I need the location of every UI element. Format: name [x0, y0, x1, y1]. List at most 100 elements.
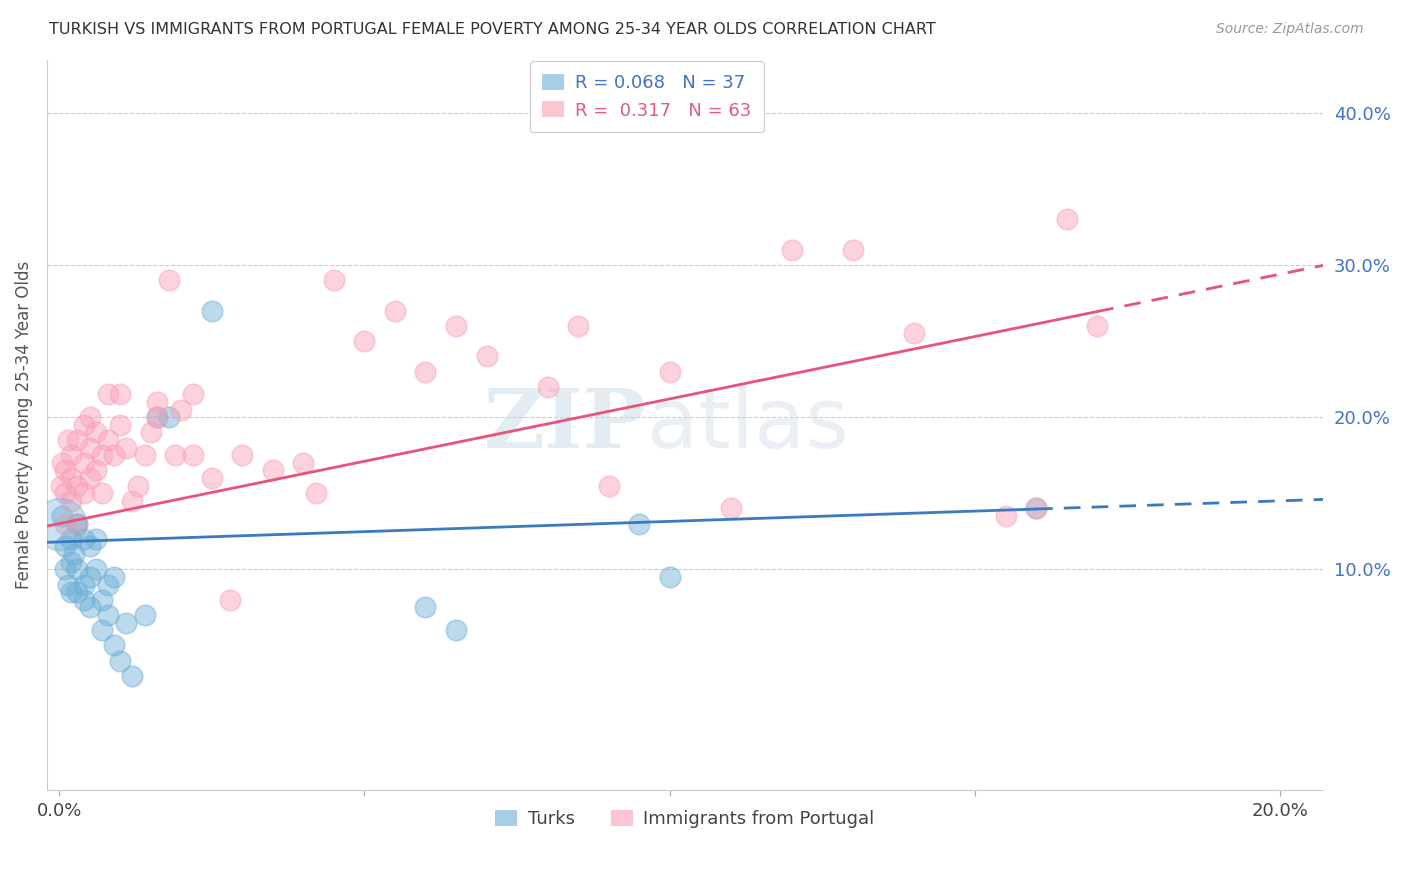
Point	[72, 486, 94, 500]
Point	[170, 402, 193, 417]
Point	[108, 654, 131, 668]
Point	[60, 448, 83, 462]
Point	[1056, 212, 1078, 227]
Text: ZIP: ZIP	[484, 384, 647, 465]
Point	[53, 516, 76, 531]
Point	[1025, 501, 1047, 516]
Point	[103, 639, 125, 653]
Point	[72, 592, 94, 607]
Point	[134, 607, 156, 622]
Point	[183, 387, 205, 401]
Point	[97, 607, 120, 622]
Point	[53, 463, 76, 477]
Point	[353, 334, 375, 348]
Point	[53, 562, 76, 576]
Point	[66, 433, 89, 447]
Point	[219, 592, 242, 607]
Point	[58, 433, 80, 447]
Point	[84, 463, 107, 477]
Point	[231, 448, 253, 462]
Point	[121, 493, 143, 508]
Point	[780, 243, 803, 257]
Point	[567, 318, 589, 333]
Point	[444, 623, 467, 637]
Point	[79, 540, 101, 554]
Point	[146, 395, 169, 409]
Point	[66, 478, 89, 492]
Point	[1025, 501, 1047, 516]
Point	[90, 486, 112, 500]
Point	[79, 441, 101, 455]
Point	[63, 547, 86, 561]
Point	[90, 592, 112, 607]
Point	[84, 532, 107, 546]
Point	[292, 456, 315, 470]
Point	[598, 478, 620, 492]
Point	[183, 448, 205, 462]
Point	[79, 570, 101, 584]
Point	[53, 486, 76, 500]
Point	[60, 585, 83, 599]
Point	[157, 273, 180, 287]
Point	[90, 623, 112, 637]
Point	[97, 433, 120, 447]
Point	[115, 441, 138, 455]
Point	[108, 417, 131, 432]
Point	[322, 273, 344, 287]
Text: Source: ZipAtlas.com: Source: ZipAtlas.com	[1216, 22, 1364, 37]
Point	[842, 243, 865, 257]
Point	[475, 349, 498, 363]
Point	[72, 577, 94, 591]
Point	[66, 516, 89, 531]
Point	[66, 585, 89, 599]
Point	[139, 425, 162, 440]
Point	[115, 615, 138, 630]
Point	[262, 463, 284, 477]
Point	[66, 562, 89, 576]
Point	[84, 425, 107, 440]
Legend: Turks, Immigrants from Portugal: Turks, Immigrants from Portugal	[488, 803, 882, 836]
Point	[60, 471, 83, 485]
Point	[108, 387, 131, 401]
Point	[994, 509, 1017, 524]
Point	[165, 448, 187, 462]
Text: atlas: atlas	[647, 384, 848, 466]
Point	[444, 318, 467, 333]
Point	[121, 669, 143, 683]
Point	[536, 380, 558, 394]
Point	[720, 501, 742, 516]
Point	[84, 562, 107, 576]
Point	[79, 600, 101, 615]
Point	[146, 410, 169, 425]
Point	[146, 410, 169, 425]
Point	[60, 532, 83, 546]
Text: TURKISH VS IMMIGRANTS FROM PORTUGAL FEMALE POVERTY AMONG 25-34 YEAR OLDS CORRELA: TURKISH VS IMMIGRANTS FROM PORTUGAL FEMA…	[49, 22, 936, 37]
Point	[157, 410, 180, 425]
Point	[72, 532, 94, 546]
Point	[97, 387, 120, 401]
Point	[304, 486, 326, 500]
Point	[658, 570, 681, 584]
Point	[201, 303, 224, 318]
Point	[66, 516, 89, 531]
Point	[415, 600, 437, 615]
Point	[658, 364, 681, 378]
Point	[58, 577, 80, 591]
Point	[134, 448, 156, 462]
Point	[51, 509, 73, 524]
Point	[60, 555, 83, 569]
Point	[79, 471, 101, 485]
Point	[384, 303, 406, 318]
Point	[1085, 318, 1108, 333]
Point	[97, 577, 120, 591]
Point	[415, 364, 437, 378]
Point	[51, 456, 73, 470]
Point	[628, 516, 651, 531]
Point	[48, 516, 70, 531]
Point	[201, 471, 224, 485]
Point	[72, 456, 94, 470]
Point	[49, 478, 72, 492]
Point	[903, 326, 925, 341]
Point	[90, 448, 112, 462]
Y-axis label: Female Poverty Among 25-34 Year Olds: Female Poverty Among 25-34 Year Olds	[15, 260, 32, 589]
